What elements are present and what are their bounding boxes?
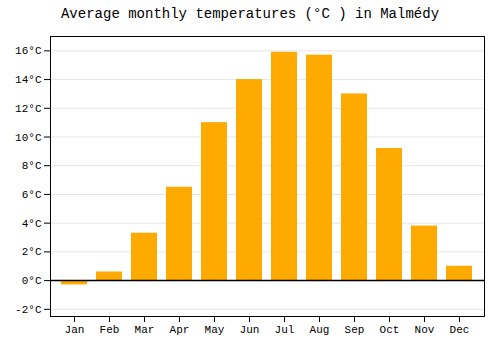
svg-text:May: May (205, 324, 225, 336)
svg-text:Nov: Nov (415, 324, 435, 336)
html-text:Average monthly temperatures (: Average monthly temperatures (°C ) in Ma… (61, 6, 439, 22)
svg-text:8°C: 8°C (22, 160, 42, 172)
svg-text:10°C: 10°C (15, 132, 42, 144)
svg-text:6°C: 6°C (22, 189, 42, 201)
svg-text:Feb: Feb (100, 324, 120, 336)
svg-text:16°C: 16°C (15, 45, 42, 57)
svg-text:0°C: 0°C (22, 275, 42, 287)
svg-text:12°C: 12°C (15, 103, 42, 115)
svg-text:Jun: Jun (240, 324, 260, 336)
svg-text:Apr: Apr (170, 324, 190, 336)
svg-text:2°C: 2°C (22, 246, 42, 258)
svg-text:Sep: Sep (345, 324, 365, 336)
svg-text:Aug: Aug (310, 324, 330, 336)
svg-text:Dec: Dec (450, 324, 470, 336)
svg-text:Jan: Jan (65, 324, 85, 336)
svg-text:-2°C: -2°C (15, 304, 42, 316)
svg-text:Oct: Oct (380, 324, 400, 336)
svg-text:Mar: Mar (135, 324, 155, 336)
svg-text:Jul: Jul (275, 324, 295, 336)
svg-text:14°C: 14°C (15, 74, 42, 86)
svg-text:4°C: 4°C (22, 218, 42, 230)
